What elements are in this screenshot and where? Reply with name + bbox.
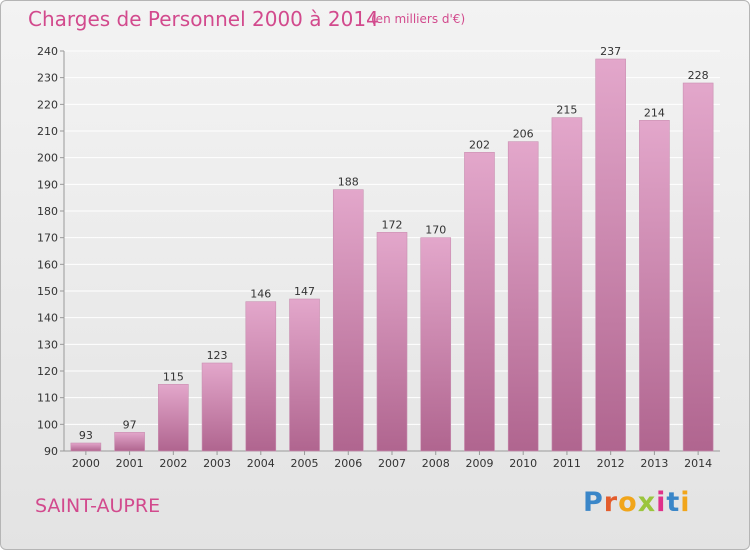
data-label: 123 <box>207 349 228 362</box>
bar <box>245 301 277 452</box>
logo-letter: P <box>583 487 604 518</box>
logo-letter: i <box>680 487 691 518</box>
y-tick-label: 150 <box>37 285 58 298</box>
chart-title: Charges de Personnel 2000 à 2014 <box>28 7 379 31</box>
x-tick-label: 2013 <box>640 457 668 470</box>
x-tick-label: 2001 <box>116 457 144 470</box>
x-tick-label: 2009 <box>465 457 493 470</box>
y-tick-label: 170 <box>37 232 58 245</box>
x-tick-label: 2002 <box>159 457 187 470</box>
bar <box>289 298 320 452</box>
data-label: 202 <box>469 138 490 151</box>
y-tick-label: 210 <box>37 125 58 138</box>
y-tick-label: 240 <box>37 45 58 58</box>
data-label: 188 <box>338 176 359 189</box>
y-tick-label: 180 <box>37 205 58 218</box>
logo-letter: x <box>637 487 657 518</box>
x-tick-label: 2003 <box>203 457 231 470</box>
x-tick-label: 2010 <box>509 457 537 470</box>
logo-letter: o <box>618 487 638 518</box>
y-tick-label: 140 <box>37 312 58 325</box>
x-tick-label: 2011 <box>553 457 581 470</box>
data-label: 206 <box>513 128 534 141</box>
x-tick-label: 2000 <box>72 457 100 470</box>
x-tick-label: 2012 <box>597 457 625 470</box>
town-name: SAINT-AUPRE <box>35 495 161 517</box>
x-tick-label: 2004 <box>247 457 275 470</box>
data-label: 214 <box>644 106 665 119</box>
x-tick-label: 2005 <box>291 457 319 470</box>
bar <box>201 362 233 452</box>
bar <box>70 442 102 452</box>
bar <box>507 141 539 452</box>
x-tick-label: 2006 <box>334 457 362 470</box>
logo-letter: i <box>656 487 667 518</box>
data-label: 93 <box>79 429 93 442</box>
bar <box>595 58 626 452</box>
bar <box>420 237 452 452</box>
bar <box>114 432 145 452</box>
proxiti-logo: Proxiti <box>583 487 691 518</box>
data-label: 172 <box>382 218 403 231</box>
bar <box>158 384 189 452</box>
y-tick-label: 190 <box>37 178 58 191</box>
bar <box>464 152 495 452</box>
data-label: 215 <box>556 104 577 117</box>
data-label: 146 <box>250 288 271 301</box>
x-tick-label: 2008 <box>422 457 450 470</box>
y-tick-label: 120 <box>37 365 58 378</box>
data-label: 228 <box>688 69 709 82</box>
data-label: 115 <box>163 370 184 383</box>
y-tick-label: 160 <box>37 258 58 271</box>
x-tick-label: 2014 <box>684 457 712 470</box>
bar <box>376 232 408 452</box>
y-tick-label: 110 <box>37 392 58 405</box>
y-tick-label: 100 <box>37 418 58 431</box>
bar <box>682 82 714 452</box>
y-tick-label: 230 <box>37 72 58 85</box>
y-tick-label: 220 <box>37 98 58 111</box>
y-tick-label: 130 <box>37 338 58 351</box>
data-label: 97 <box>123 418 137 431</box>
y-tick-label: 200 <box>37 152 58 165</box>
chart-subtitle: (en milliers d'€) <box>371 12 466 26</box>
data-label: 147 <box>294 285 315 298</box>
x-tick-label: 2007 <box>378 457 406 470</box>
logo-letter: r <box>603 487 619 518</box>
bar <box>551 117 583 452</box>
y-tick-label: 90 <box>44 445 58 458</box>
data-label: 237 <box>600 45 621 58</box>
bar <box>332 189 364 452</box>
data-label: 170 <box>425 224 446 237</box>
logo-letter: t <box>666 487 681 518</box>
bar <box>639 120 670 452</box>
